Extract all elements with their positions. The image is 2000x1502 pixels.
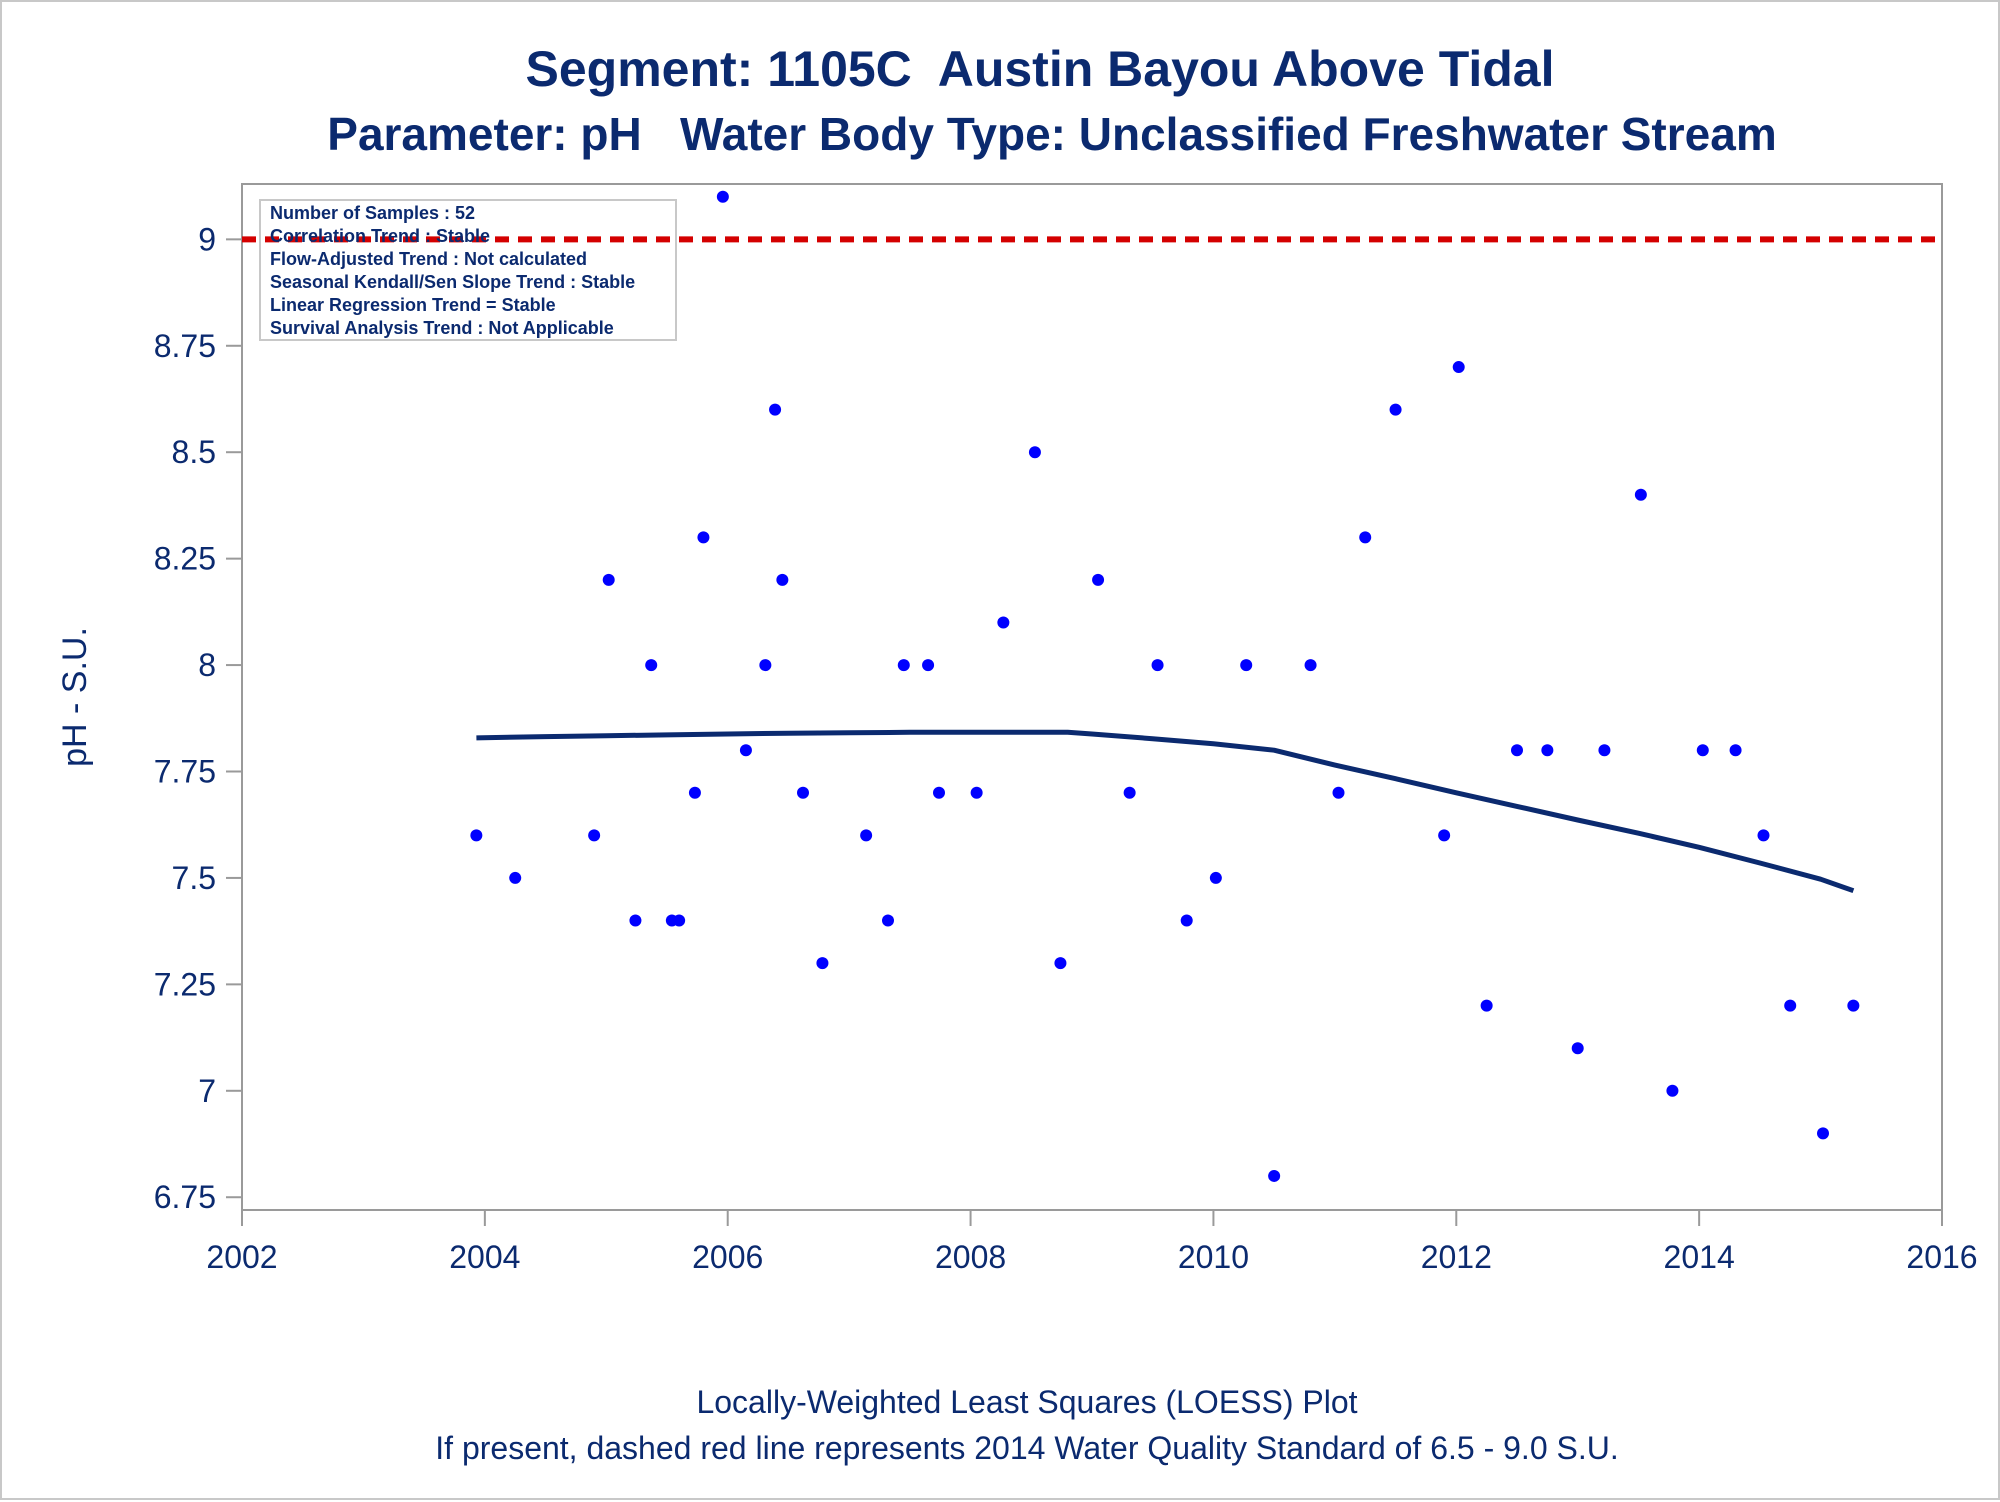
data-point bbox=[1541, 744, 1554, 757]
data-point bbox=[1784, 999, 1797, 1012]
annotation-box-border bbox=[259, 199, 677, 341]
y-axis-label: pH - S.U. bbox=[56, 627, 94, 767]
annotation-line-samples: Number of Samples : 52 bbox=[270, 203, 475, 223]
data-point bbox=[697, 531, 710, 544]
data-point bbox=[1092, 573, 1105, 586]
data-point bbox=[1480, 999, 1493, 1012]
data-point bbox=[1123, 786, 1136, 799]
x-tick-label: 2004 bbox=[449, 1239, 520, 1275]
footnote-loess: Locally-Weighted Least Squares (LOESS) P… bbox=[696, 1384, 1358, 1420]
data-point bbox=[769, 403, 782, 416]
data-point bbox=[1634, 488, 1647, 501]
data-point bbox=[1757, 829, 1770, 842]
x-tick-label: 2002 bbox=[206, 1239, 277, 1275]
data-point bbox=[688, 786, 701, 799]
data-point bbox=[602, 573, 615, 586]
y-tick-label: 6.75 bbox=[154, 1179, 216, 1215]
y-axis: 6.75 7 7.25 7.5 7.75 8 8.25 8.5 8.75 9 bbox=[154, 221, 242, 1215]
x-tick-label: 2014 bbox=[1664, 1239, 1735, 1275]
data-point bbox=[997, 616, 1010, 629]
data-point bbox=[1817, 1127, 1829, 1140]
data-point bbox=[882, 914, 894, 927]
x-tick-label: 2012 bbox=[1421, 1239, 1492, 1275]
annotation-line-linear-regression: Linear Regression Trend = Stable bbox=[270, 295, 556, 315]
data-point bbox=[816, 957, 829, 970]
data-point bbox=[1180, 914, 1193, 927]
data-point bbox=[1240, 659, 1253, 672]
data-point bbox=[1438, 829, 1451, 842]
data-point bbox=[1389, 403, 1402, 416]
y-tick-label: 8.5 bbox=[172, 434, 216, 470]
data-point bbox=[776, 573, 789, 586]
data-point bbox=[1696, 744, 1709, 757]
y-tick-label: 7.75 bbox=[154, 754, 216, 790]
x-tick-label: 2016 bbox=[1906, 1239, 1977, 1275]
x-tick-label: 2010 bbox=[1178, 1239, 1249, 1275]
data-point bbox=[1209, 871, 1222, 884]
loess-curve bbox=[476, 729, 1855, 894]
data-point bbox=[1268, 1169, 1281, 1182]
data-point bbox=[1598, 744, 1611, 757]
annotation-line-seasonal-kendall: Seasonal Kendall/Sen Slope Trend : Stabl… bbox=[270, 272, 635, 292]
annotation-line-survival-analysis: Survival Analysis Trend : Not Applicable bbox=[270, 318, 614, 338]
data-point bbox=[860, 829, 873, 842]
data-point bbox=[739, 744, 752, 757]
data-point bbox=[797, 786, 809, 799]
data-point bbox=[645, 659, 658, 672]
y-tick-label: 7.5 bbox=[172, 860, 216, 896]
y-tick-label: 7.25 bbox=[154, 966, 216, 1002]
data-point bbox=[1054, 957, 1067, 970]
data-point bbox=[1028, 446, 1041, 459]
data-point bbox=[922, 659, 935, 672]
data-point bbox=[673, 914, 686, 927]
data-point bbox=[588, 829, 601, 842]
data-point bbox=[1511, 744, 1523, 757]
y-tick-label: 8 bbox=[198, 647, 216, 683]
y-tick-label: 9 bbox=[198, 221, 216, 257]
footnote-standard: If present, dashed red line represents 2… bbox=[435, 1430, 1619, 1466]
annotation-line-correlation: Correlation Trend : Stable bbox=[270, 226, 490, 246]
x-tick-label: 2006 bbox=[692, 1239, 763, 1275]
data-point bbox=[1452, 361, 1465, 374]
data-point bbox=[1304, 659, 1317, 672]
data-point bbox=[1332, 786, 1345, 799]
chart-subtitle: Parameter: pH Water Body Type: Unclassif… bbox=[327, 108, 1777, 160]
data-point bbox=[970, 786, 983, 799]
data-point bbox=[1729, 744, 1742, 757]
data-point bbox=[1571, 1042, 1584, 1055]
loess-line bbox=[476, 729, 1855, 894]
data-points bbox=[470, 190, 1860, 1182]
y-tick-label: 8.75 bbox=[154, 328, 216, 364]
y-tick-label: 7 bbox=[198, 1073, 216, 1109]
data-point bbox=[759, 659, 772, 672]
data-point bbox=[1359, 531, 1372, 544]
data-point bbox=[629, 914, 642, 927]
data-point bbox=[1666, 1084, 1679, 1097]
data-point bbox=[716, 190, 729, 203]
annotation-line-flow-adjusted: Flow-Adjusted Trend : Not calculated bbox=[270, 249, 587, 269]
data-point bbox=[897, 659, 910, 672]
data-point bbox=[933, 786, 945, 799]
y-tick-label: 8.25 bbox=[154, 541, 216, 577]
data-point bbox=[470, 829, 483, 842]
x-tick-label: 2008 bbox=[935, 1239, 1006, 1275]
data-point bbox=[509, 871, 522, 884]
data-point bbox=[1847, 999, 1860, 1012]
x-axis: 2002 2004 2006 2008 2010 2012 2014 2016 bbox=[206, 1210, 1978, 1275]
chart-title: Segment: 1105C Austin Bayou Above Tidal bbox=[525, 41, 1555, 97]
plot-area-border bbox=[241, 183, 1943, 1211]
data-point bbox=[1151, 659, 1164, 672]
trend-annotation-box: Number of Samples : 52 Correlation Trend… bbox=[259, 199, 677, 341]
